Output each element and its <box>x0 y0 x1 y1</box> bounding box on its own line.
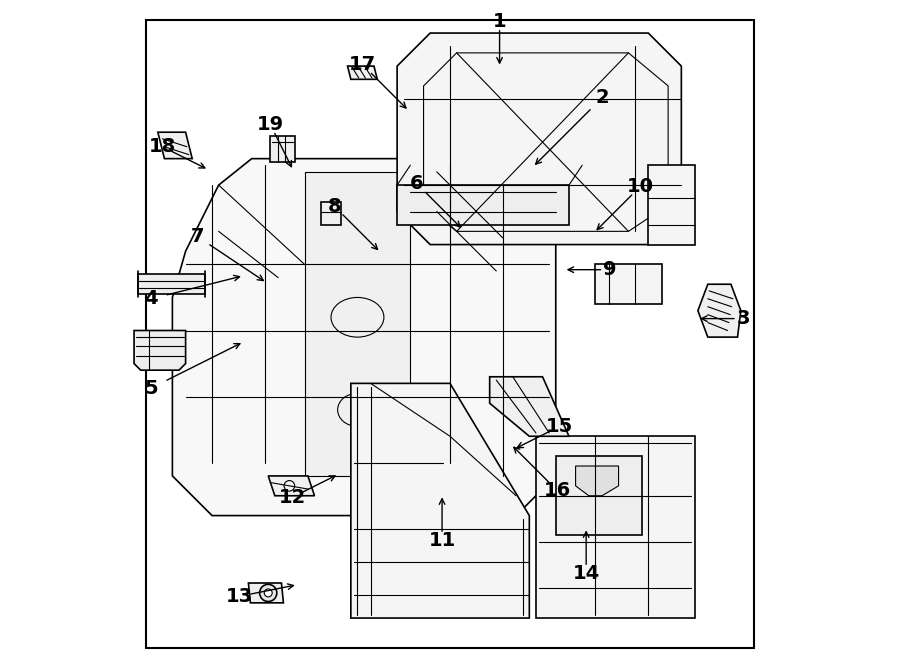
Text: 4: 4 <box>144 290 158 308</box>
Polygon shape <box>576 466 618 496</box>
Polygon shape <box>397 185 569 225</box>
Text: 18: 18 <box>148 137 176 156</box>
Text: 1: 1 <box>493 12 507 30</box>
Text: 14: 14 <box>572 564 599 583</box>
Polygon shape <box>173 159 556 516</box>
Polygon shape <box>270 136 294 162</box>
Text: 8: 8 <box>328 197 341 215</box>
Polygon shape <box>490 377 569 436</box>
Polygon shape <box>134 330 185 370</box>
Polygon shape <box>351 383 529 618</box>
Text: 16: 16 <box>544 481 571 500</box>
Polygon shape <box>304 172 410 476</box>
Polygon shape <box>158 132 193 159</box>
Text: 2: 2 <box>595 89 608 107</box>
Polygon shape <box>596 264 662 304</box>
Polygon shape <box>556 456 642 535</box>
Text: 5: 5 <box>144 379 158 397</box>
Text: 9: 9 <box>603 260 616 279</box>
Text: 3: 3 <box>737 309 751 328</box>
Polygon shape <box>347 66 377 79</box>
Polygon shape <box>268 476 314 496</box>
Polygon shape <box>397 33 681 245</box>
Circle shape <box>265 589 272 597</box>
Text: 12: 12 <box>279 488 306 506</box>
Polygon shape <box>648 165 695 245</box>
Polygon shape <box>698 284 741 337</box>
Text: 15: 15 <box>546 417 573 436</box>
Text: 10: 10 <box>627 177 654 196</box>
Text: 13: 13 <box>226 587 254 605</box>
Text: 19: 19 <box>256 115 284 134</box>
Polygon shape <box>138 274 205 294</box>
Polygon shape <box>321 202 341 225</box>
Polygon shape <box>536 436 695 618</box>
Text: 7: 7 <box>191 227 204 246</box>
Polygon shape <box>248 583 284 603</box>
Text: 17: 17 <box>349 56 376 74</box>
Text: 6: 6 <box>410 175 424 193</box>
Text: 11: 11 <box>428 531 455 550</box>
Circle shape <box>259 584 277 602</box>
